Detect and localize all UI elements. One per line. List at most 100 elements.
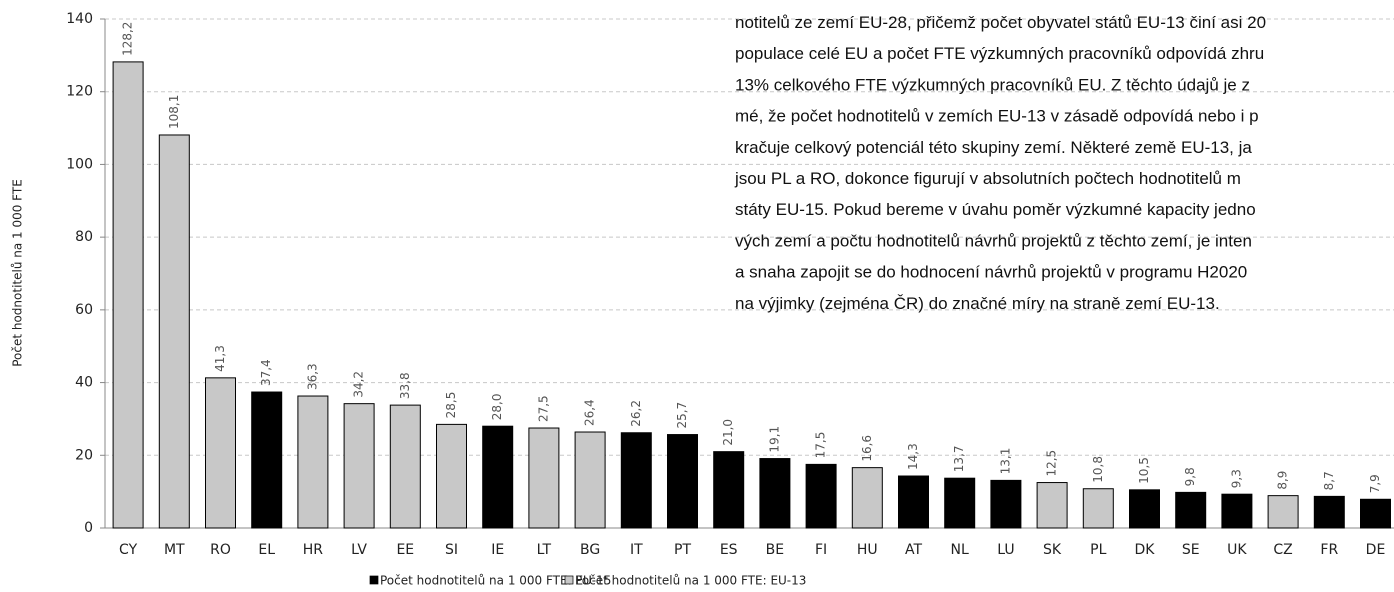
legend-swatch — [564, 575, 574, 585]
value-label: 37,4 — [259, 359, 273, 386]
bar — [112, 61, 144, 529]
value-label: 36,3 — [305, 363, 319, 390]
bar — [805, 463, 837, 529]
bar — [1082, 488, 1114, 529]
y-tick-label: 0 — [84, 520, 93, 536]
bar — [528, 427, 560, 529]
x-tick-label: UK — [1227, 542, 1247, 558]
x-tick-label: HR — [303, 542, 324, 558]
value-label: 10,5 — [1137, 457, 1151, 484]
x-tick-label: CY — [119, 542, 138, 558]
value-label: 9,3 — [1229, 469, 1243, 488]
value-label: 33,8 — [398, 372, 412, 399]
x-tick-label: LV — [351, 542, 367, 558]
value-label: 25,7 — [675, 402, 689, 429]
x-tick-label: SK — [1043, 542, 1062, 558]
x-tick-label: LU — [997, 542, 1014, 558]
x-tick-label: DE — [1366, 542, 1386, 558]
value-label: 34,2 — [352, 371, 366, 398]
bar — [1360, 498, 1391, 529]
bar — [389, 404, 421, 529]
bar — [990, 479, 1022, 529]
bar — [759, 458, 791, 529]
value-label: 13,7 — [952, 445, 966, 472]
legend-swatch — [369, 575, 379, 585]
value-label: 10,8 — [1091, 456, 1105, 483]
value-label: 19,1 — [767, 426, 781, 453]
bar — [343, 403, 375, 529]
x-tick-label: IT — [630, 542, 643, 558]
value-label: 14,3 — [906, 443, 920, 470]
x-tick-label: CZ — [1273, 542, 1292, 558]
value-label: 12,5 — [1045, 450, 1059, 477]
bar — [205, 377, 236, 529]
y-tick-label: 120 — [66, 84, 93, 100]
value-label: 28,0 — [490, 393, 504, 420]
bar — [1129, 489, 1160, 529]
x-tick-label: IE — [491, 542, 504, 558]
bar — [158, 134, 190, 529]
x-tick-label: PL — [1090, 542, 1106, 558]
x-tick-label: DK — [1135, 542, 1156, 558]
bar — [851, 467, 883, 529]
overlay-text-line: populace celé EU a počet FTE výzkumných … — [735, 44, 1264, 63]
bar — [713, 451, 745, 529]
bar — [1221, 493, 1253, 529]
x-tick-label: PT — [674, 542, 691, 558]
value-label: 8,7 — [1322, 471, 1336, 490]
bar — [574, 431, 606, 529]
value-label: 21,0 — [721, 419, 735, 446]
value-label: 16,6 — [860, 435, 874, 462]
value-label: 128,2 — [121, 22, 135, 56]
y-tick-label: 40 — [75, 375, 93, 391]
bar — [1267, 495, 1299, 529]
x-tick-label: HU — [857, 542, 878, 558]
bar — [944, 477, 976, 529]
overlay-text-line: na výjimky (zejména ČR) do značné míry n… — [735, 294, 1220, 313]
x-tick-label: SE — [1182, 542, 1200, 558]
x-tick-label: BG — [580, 542, 600, 558]
x-tick-label: BE — [766, 542, 784, 558]
bar — [297, 395, 329, 529]
overlay-text-line: vých zemí a počtu hodnotitelů návrhů pro… — [735, 231, 1252, 250]
y-tick-label: 100 — [66, 156, 93, 172]
overlay-text-line: a snaha zapojit se do hodnocení návrhů p… — [735, 263, 1247, 282]
y-tick-label: 140 — [66, 11, 93, 27]
y-axis-label: Počet hodnotitelů na 1 000 FTE — [11, 179, 25, 367]
value-label: 7,9 — [1368, 474, 1382, 493]
value-label: 9,8 — [1183, 467, 1197, 486]
value-label: 28,5 — [444, 392, 458, 419]
x-tick-label: FI — [815, 542, 827, 558]
bar — [898, 475, 929, 529]
bar — [251, 391, 283, 529]
x-tick-label: NL — [951, 542, 969, 558]
value-label: 41,3 — [213, 345, 227, 372]
x-tick-label: FR — [1320, 542, 1338, 558]
overlay-text-line: kračuje celkový potenciál této skupiny z… — [735, 138, 1252, 157]
value-label: 26,2 — [629, 400, 643, 427]
x-tick-label: ES — [720, 542, 738, 558]
bar — [482, 425, 514, 529]
value-label: 108,1 — [167, 95, 181, 129]
bar — [1313, 495, 1345, 529]
overlay-text-line: 13% celkového FTE výzkumných pracovníků … — [735, 75, 1250, 94]
y-tick-label: 60 — [75, 302, 93, 318]
value-label: 8,9 — [1276, 471, 1290, 490]
x-tick-label: SI — [445, 542, 458, 558]
x-tick-label: EE — [396, 542, 414, 558]
value-label: 17,5 — [814, 432, 828, 459]
x-tick-label: AT — [905, 542, 922, 558]
overlay-text-line: státy EU-15. Pokud bereme v úvahu poměr … — [735, 200, 1256, 219]
bar — [1175, 491, 1207, 529]
overlay-text-line: mé, že počet hodnotitelů v zemích EU-13 … — [735, 107, 1259, 126]
value-label: 13,1 — [998, 448, 1012, 475]
bar — [620, 432, 652, 529]
x-tick-label: EL — [258, 542, 275, 558]
value-label: 27,5 — [536, 395, 550, 422]
y-tick-label: 80 — [75, 229, 93, 245]
x-tick-label: MT — [164, 542, 185, 558]
x-tick-label: LT — [537, 542, 552, 558]
bar — [436, 423, 467, 529]
